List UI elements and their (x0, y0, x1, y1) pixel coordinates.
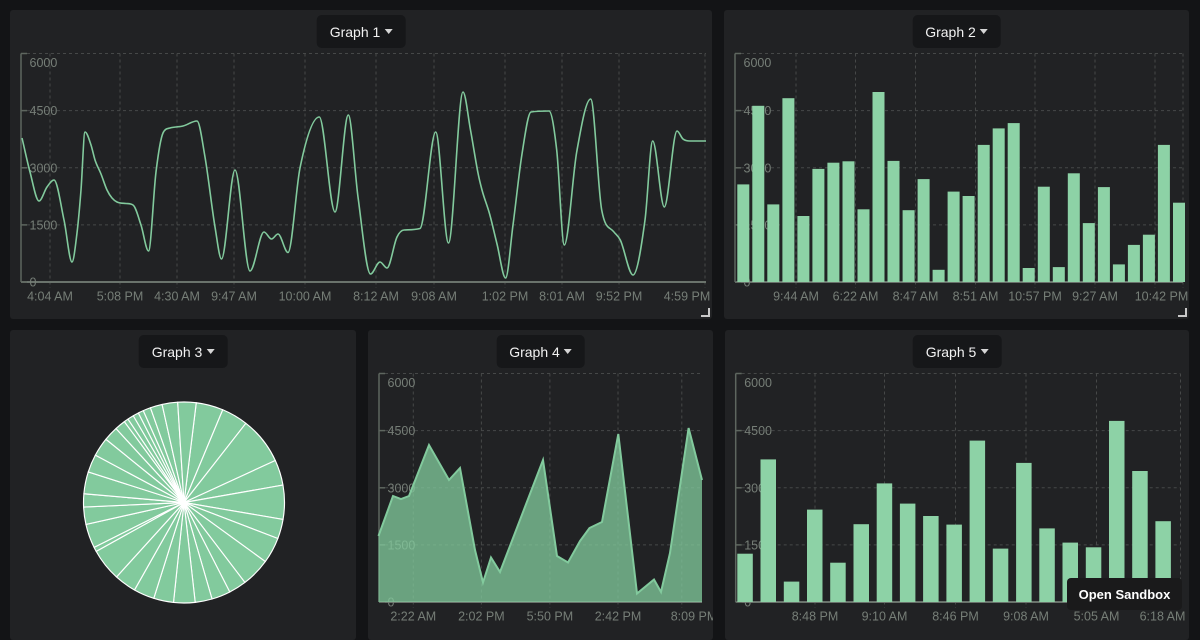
svg-text:8:51 AM: 8:51 AM (953, 290, 999, 304)
svg-text:5:08 PM: 5:08 PM (97, 290, 144, 304)
svg-text:8:48 PM: 8:48 PM (792, 610, 839, 624)
svg-text:5:50 PM: 5:50 PM (527, 610, 574, 624)
svg-text:9:10 AM: 9:10 AM (862, 610, 908, 624)
svg-text:6:18 AM: 6:18 AM (1140, 610, 1186, 624)
svg-text:4500: 4500 (744, 424, 772, 438)
svg-text:6000: 6000 (30, 56, 58, 70)
svg-text:9:47 AM: 9:47 AM (211, 290, 257, 304)
svg-text:0: 0 (744, 276, 751, 290)
svg-text:9:08 AM: 9:08 AM (411, 290, 457, 304)
svg-text:9:52 PM: 9:52 PM (596, 290, 643, 304)
svg-text:9:44 AM: 9:44 AM (773, 290, 819, 304)
svg-text:4:59 PM: 4:59 PM (664, 290, 711, 304)
svg-text:8:01 AM: 8:01 AM (539, 290, 585, 304)
svg-text:4500: 4500 (30, 104, 58, 118)
svg-text:10:00 AM: 10:00 AM (279, 290, 332, 304)
svg-text:6000: 6000 (388, 376, 416, 390)
svg-text:9:08 AM: 9:08 AM (1003, 610, 1049, 624)
svg-text:0: 0 (30, 276, 37, 290)
svg-text:0: 0 (744, 596, 751, 610)
svg-text:3000: 3000 (30, 161, 58, 175)
svg-text:3000: 3000 (388, 481, 416, 495)
svg-text:0: 0 (388, 596, 395, 610)
svg-text:1500: 1500 (30, 218, 58, 232)
svg-text:2:22 AM: 2:22 AM (390, 610, 436, 624)
svg-text:8:12 AM: 8:12 AM (353, 290, 399, 304)
svg-text:8:47 AM: 8:47 AM (893, 290, 939, 304)
svg-text:6000: 6000 (744, 376, 772, 390)
svg-text:4:30 AM: 4:30 AM (154, 290, 200, 304)
svg-text:8:09 PM: 8:09 PM (671, 610, 713, 624)
svg-text:10:57 PM: 10:57 PM (1008, 290, 1062, 304)
svg-text:9:27 AM: 9:27 AM (1072, 290, 1118, 304)
svg-text:8:46 PM: 8:46 PM (932, 610, 979, 624)
svg-text:5:05 AM: 5:05 AM (1074, 610, 1120, 624)
svg-text:6000: 6000 (744, 56, 772, 70)
svg-text:1:02 PM: 1:02 PM (482, 290, 529, 304)
svg-text:4:04 AM: 4:04 AM (27, 290, 73, 304)
svg-text:2:42 PM: 2:42 PM (595, 610, 642, 624)
svg-text:10:42 PM: 10:42 PM (1135, 290, 1189, 304)
svg-text:6:22 AM: 6:22 AM (833, 290, 879, 304)
svg-text:4500: 4500 (388, 424, 416, 438)
svg-text:2:02 PM: 2:02 PM (458, 610, 505, 624)
